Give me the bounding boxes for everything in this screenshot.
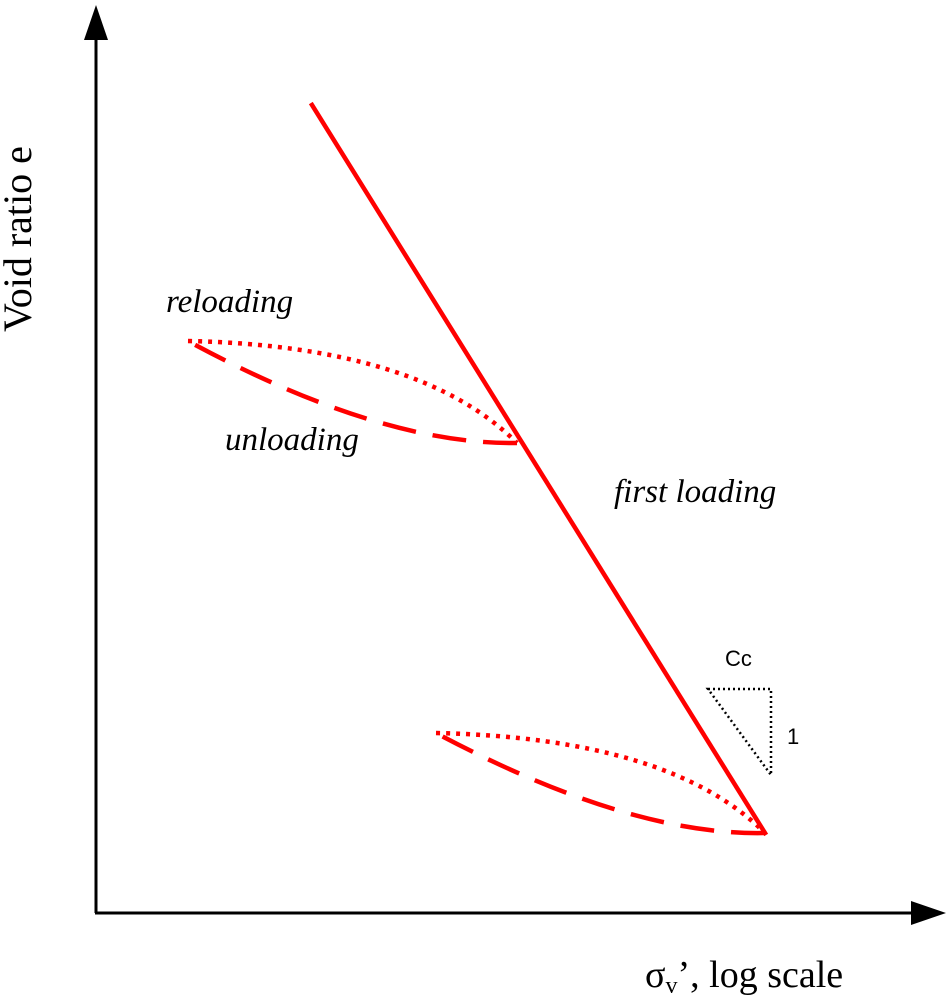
first-loading-line	[308, 101, 769, 837]
x-axis	[95, 901, 946, 925]
lower-unloading-curve	[434, 731, 766, 836]
y-axis-arrow-icon	[84, 5, 108, 40]
x-axis-arrow-icon	[911, 901, 946, 925]
slope-triangle-shape	[705, 687, 773, 779]
first-loading-label: first loading	[614, 474, 776, 510]
x-axis-label-rest: ’, log scale	[677, 954, 843, 996]
reloading-label: reloading	[166, 284, 293, 320]
x-axis-label: σv’, log scale	[645, 954, 843, 998]
unloading-label: unloading	[225, 422, 359, 458]
slope-triangle: Cc 1	[705, 646, 799, 779]
upper-reloading-curve	[187, 338, 519, 445]
lower-reloading-curve	[435, 730, 767, 835]
y-axis	[84, 5, 108, 913]
slope-label-cc: Cc	[725, 646, 752, 671]
x-axis-label-sigma: σ	[645, 954, 665, 996]
y-axis-label: Void ratio e	[0, 146, 40, 332]
upper-unloading-curve	[186, 339, 518, 446]
slope-label-1: 1	[787, 724, 799, 749]
x-axis-label-subscript: v	[665, 973, 677, 998]
